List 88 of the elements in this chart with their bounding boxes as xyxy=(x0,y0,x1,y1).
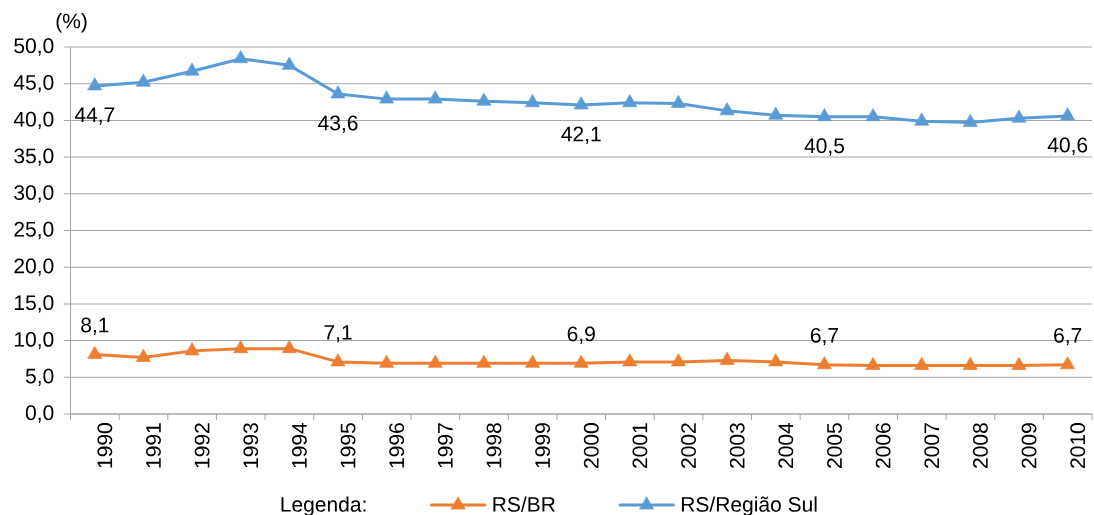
x-tick-label: 2002 xyxy=(681,423,696,468)
data-label: 43,6 xyxy=(318,115,358,133)
y-axis-title: (%) xyxy=(56,13,87,33)
x-tick-label: 2007 xyxy=(924,423,940,468)
point xyxy=(914,112,930,126)
y-tick-label: 25,0 xyxy=(14,221,54,240)
x-tick-label: 1995 xyxy=(340,423,356,468)
x-tick-label: 2004 xyxy=(778,422,794,468)
data-label: 8,1 xyxy=(81,317,109,335)
point xyxy=(282,340,297,354)
point xyxy=(525,94,540,108)
point xyxy=(573,355,589,368)
x-tick-label: 2006 xyxy=(875,423,891,468)
point xyxy=(184,342,200,356)
x-tick-label: 2003 xyxy=(729,423,745,468)
point xyxy=(865,357,881,370)
point xyxy=(282,57,297,70)
y-tick-label: 45,0 xyxy=(13,75,54,93)
point xyxy=(136,349,151,362)
point xyxy=(817,356,832,370)
x-tick-label: 1993 xyxy=(243,423,259,468)
y-tick-label: 35,0 xyxy=(14,148,54,166)
point xyxy=(963,114,978,127)
data-label: 40,6 xyxy=(1047,137,1088,155)
point xyxy=(719,102,735,116)
x-tick-label: 2008 xyxy=(972,423,988,468)
point xyxy=(768,353,784,367)
y-tick-label: 30,0 xyxy=(14,185,54,203)
point xyxy=(1011,357,1027,370)
y-tick-label: 15,0 xyxy=(14,295,54,313)
point xyxy=(379,90,394,104)
data-label: 6,7 xyxy=(1054,327,1082,346)
x-tick-label: 1997 xyxy=(437,423,453,468)
x-tick-label: 1996 xyxy=(389,423,405,468)
point xyxy=(87,346,103,359)
x-tick-label: 1992 xyxy=(194,423,210,468)
point xyxy=(476,355,492,368)
point xyxy=(963,357,978,370)
data-label: 6,9 xyxy=(567,326,595,344)
x-tick-label: 2005 xyxy=(827,423,842,468)
data-label: 42,1 xyxy=(561,126,601,144)
x-tick-label: 1990 xyxy=(97,423,113,468)
y-tick-label: 10,0 xyxy=(14,331,54,350)
point xyxy=(428,355,443,368)
point xyxy=(671,353,686,367)
x-tick-label: 1999 xyxy=(535,423,551,468)
x-tick-label: 1994 xyxy=(291,422,307,468)
legend-label: RS/Região Sul xyxy=(681,496,817,515)
x-tick-label: 1998 xyxy=(486,423,502,468)
y-tick-label: 20,0 xyxy=(14,258,54,276)
x-tick-label: 2010 xyxy=(1070,423,1086,468)
legend-label: RS/BR xyxy=(493,496,555,512)
point xyxy=(476,92,492,106)
data-label: 6,7 xyxy=(810,327,839,346)
x-tick-label: 1991 xyxy=(146,423,161,468)
x-tick-label: 2009 xyxy=(1021,423,1037,468)
x-tick-label: 2000 xyxy=(583,423,599,468)
point xyxy=(330,353,346,367)
point xyxy=(719,352,735,365)
point xyxy=(184,62,200,76)
y-tick-label: 40,0 xyxy=(13,111,54,130)
point xyxy=(1060,107,1075,121)
point xyxy=(768,106,784,120)
point xyxy=(87,77,103,91)
point xyxy=(233,340,249,354)
point xyxy=(136,73,151,87)
point xyxy=(817,108,832,122)
point xyxy=(622,94,638,108)
point xyxy=(865,108,881,122)
data-label: 44,7 xyxy=(74,107,115,125)
point xyxy=(1011,109,1027,123)
point xyxy=(573,96,589,110)
point xyxy=(379,355,394,368)
y-tick-label: 5,0 xyxy=(25,368,54,386)
x-tick-label: 2001 xyxy=(632,423,648,468)
point xyxy=(525,355,540,368)
data-label: 7,1 xyxy=(324,325,352,343)
y-tick-label: 50,0 xyxy=(14,38,54,56)
point xyxy=(428,90,443,104)
point xyxy=(671,95,686,108)
point xyxy=(622,353,638,367)
point xyxy=(1060,356,1075,370)
legend-title: Legenda: xyxy=(281,496,366,515)
y-tick-label: 0,0 xyxy=(25,405,54,423)
point xyxy=(233,50,249,64)
point xyxy=(914,357,930,370)
point xyxy=(330,85,346,99)
data-label: 40,5 xyxy=(804,138,845,156)
